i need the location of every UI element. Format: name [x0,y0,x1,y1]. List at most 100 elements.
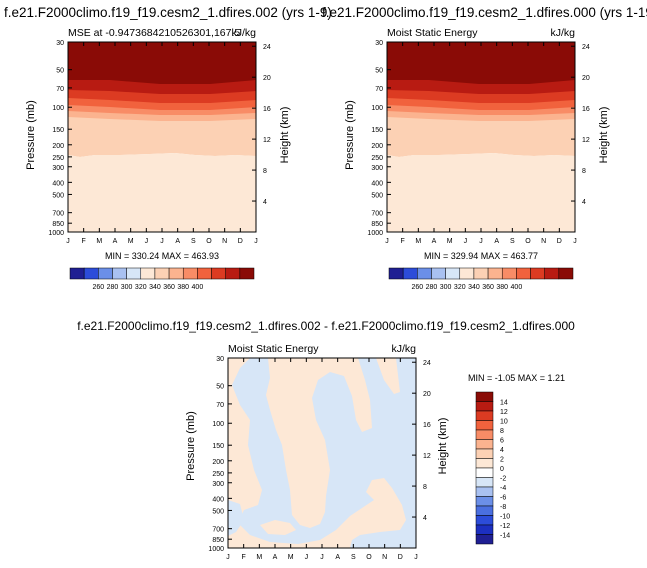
colorbar-box [211,267,226,280]
month-tick-label: N [382,554,387,561]
colorbar-box [445,267,461,280]
panel-2-min-max: MIN = 329.94 MAX = 463.77 [424,251,538,261]
height-tick-label: 20 [582,75,590,82]
month-tick-label: J [320,554,324,561]
colorbar-label: 320 [454,284,466,291]
month-tick-label: M [96,238,102,245]
month-tick-label: J [160,238,164,245]
colorbar-label: 380 [177,284,189,291]
colorbar-label: 300 [440,284,452,291]
colorbar-label: 400 [511,284,523,291]
month-tick-label: J [385,238,389,245]
panel-2-band-top [387,42,575,86]
colorbar-box [112,267,127,280]
colorbar-label: 12 [500,409,508,416]
panel-1-band-top [68,42,256,86]
month-tick-label: D [238,238,243,245]
colorbar-box [475,467,494,478]
pressure-tick-label: 50 [375,68,383,75]
colorbar-box [225,267,241,280]
colorbar-box [197,267,212,280]
colorbar-box [475,391,494,402]
month-tick-label: J [145,238,149,245]
month-tick-label: A [273,554,278,561]
colorbar-label: -8 [500,504,506,511]
month-tick-label: O [366,554,372,561]
colorbar-label: 400 [192,284,204,291]
panel-1-left-title: MSE at -0.9473684210526301,167.5 [68,27,240,39]
panel-1-test-run: f.e21.F2000climo.f19_f19.cesm2_1.dfires.… [4,5,332,291]
month-tick-label: M [415,238,421,245]
month-tick-label: J [464,238,468,245]
pressure-tick-label: 1000 [208,546,224,553]
height-tick-label: 12 [582,137,590,144]
panel-3-run-title: f.e21.F2000climo.f19_f19.cesm2_1.dfires.… [77,319,575,333]
height-tick-label: 8 [582,168,586,175]
month-tick-label: D [398,554,403,561]
height-tick-label: 24 [582,44,590,51]
panel-3-difference: f.e21.F2000climo.f19_f19.cesm2_1.dfires.… [77,319,575,561]
month-tick-label: A [175,238,180,245]
pressure-tick-label: 300 [371,165,383,172]
colorbar-label: 300 [121,284,133,291]
colorbar-label: 260 [92,284,104,291]
colorbar-label: -10 [500,514,510,521]
panel-1-axes: Pressure (mb) Height (km) 30 50 70 100 150 20… [25,40,291,261]
pressure-tick-label: 200 [52,143,64,150]
colorbar-label: 4 [500,447,504,454]
panel-2-control-run: f.e21.F2000climo.f19_f19.cesm2_1.dfires.… [322,5,647,291]
pressure-tick-label: 850 [212,537,224,544]
panel-1-run-title: f.e21.F2000climo.f19_f19.cesm2_1.dfires.… [4,5,332,20]
pressure-tick-label: 30 [56,40,64,47]
panel-2-ylabel: Pressure (mb) [344,100,356,170]
month-tick-label: J [305,554,309,561]
panel-3-units: kJ/kg [391,343,416,355]
colorbar-box [417,267,432,280]
panel-3-min-max: MIN = -1.05 MAX = 1.21 [468,373,565,383]
colorbar-box [530,267,545,280]
pressure-tick-label: 400 [371,180,383,187]
colorbar-label: -14 [500,533,510,540]
month-tick-label: F [242,554,246,561]
month-tick-label: M [256,554,262,561]
colorbar-box [475,486,494,497]
pressure-tick-label: 500 [371,192,383,199]
pressure-tick-label: 1000 [48,230,64,237]
pressure-tick-label: 300 [52,165,64,172]
colorbar-box [69,267,85,280]
height-tick-label: 8 [423,484,427,491]
colorbar-box [475,401,494,412]
height-tick-label: 24 [423,360,431,367]
month-tick-label: F [82,238,86,245]
pressure-tick-label: 300 [212,481,224,488]
colorbar-box [475,439,494,450]
month-tick-label: O [206,238,212,245]
month-tick-label: O [525,238,531,245]
colorbar-box [431,267,446,280]
colorbar-label: 360 [163,284,175,291]
month-tick-label: M [288,554,294,561]
month-tick-label: J [66,238,70,245]
panel-2-units: kJ/kg [550,27,575,39]
pressure-tick-label: 150 [371,127,383,134]
colorbar-box [475,448,494,459]
colorbar-box [126,267,142,280]
colorbar-box [154,267,170,280]
colorbar-box [544,267,560,280]
colorbar-label: -12 [500,523,510,530]
panel-2-left-title: Moist Static Energy [387,27,478,39]
colorbar-box [487,267,503,280]
height-tick-label: 12 [263,137,271,144]
pressure-tick-label: 100 [371,105,383,112]
colorbar-box [475,534,494,545]
pressure-tick-label: 70 [216,402,224,409]
pressure-tick-label: 150 [52,127,64,134]
pressure-tick-label: 30 [375,40,383,47]
month-tick-label: M [128,238,134,245]
month-tick-label: A [335,554,340,561]
colorbar-label: -2 [500,476,506,483]
pressure-tick-label: 200 [371,143,383,150]
height-tick-label: 16 [582,106,590,113]
colorbar-label: 2 [500,457,504,464]
